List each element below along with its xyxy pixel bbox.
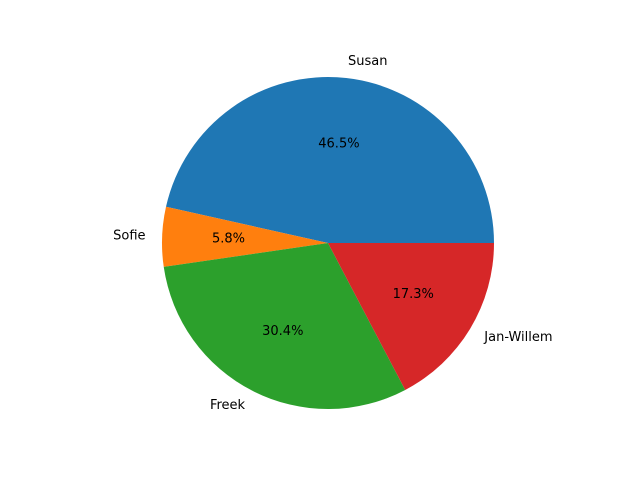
pie-labels: Susan 46.5% Sofie 5.8% Freek 30.4% Jan-Willem 1… (113, 54, 552, 413)
slice-label-susan: Susan (348, 54, 387, 69)
slice-label-jan-willem: Jan-Willem (483, 330, 552, 345)
slice-percent-sofie: 5.8% (212, 232, 245, 247)
pie-slice-jan-willem (328, 243, 494, 390)
slice-percent-susan: 46.5% (318, 137, 359, 152)
pie-slice-sofie (162, 206, 328, 267)
slice-label-freek: Freek (210, 398, 246, 413)
slice-label-sofie: Sofie (113, 229, 145, 244)
slice-percent-jan-willem: 17.3% (393, 287, 434, 302)
pie-slice-freek (163, 243, 406, 409)
slice-percent-freek: 30.4% (262, 324, 303, 339)
pie-slices (162, 77, 495, 409)
pie-slice-susan (165, 77, 495, 243)
